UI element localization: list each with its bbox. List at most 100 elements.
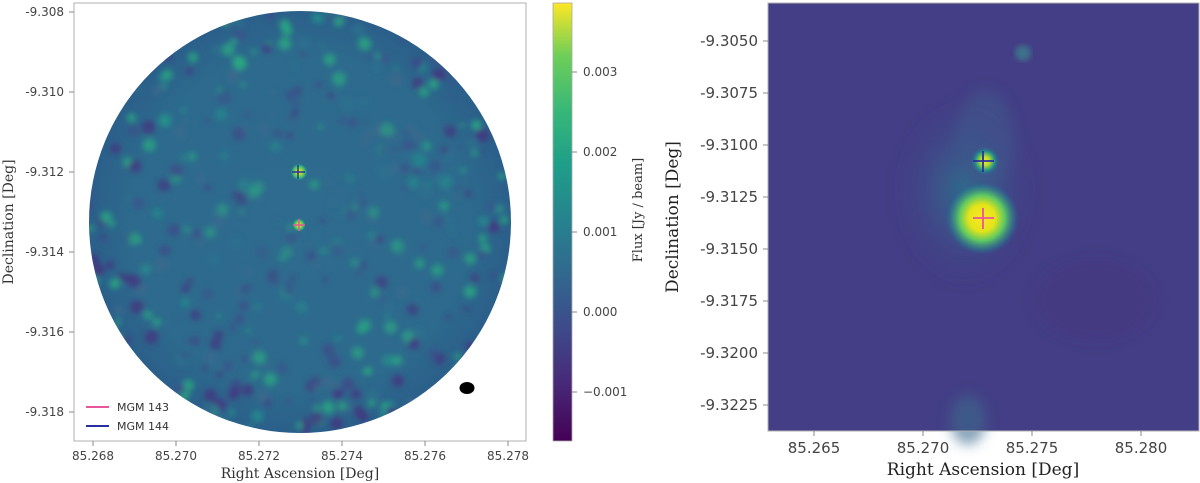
noise-speck: [281, 246, 293, 259]
noise-speck: [378, 296, 386, 303]
noise-speck: [174, 383, 187, 396]
noise-speck: [289, 61, 298, 70]
noise-speck: [285, 91, 294, 100]
left-ytick-label: -9.318: [25, 405, 64, 419]
noise-speck: [254, 245, 269, 260]
noise-speck: [265, 363, 271, 369]
noise-speck: [144, 330, 159, 345]
left-ytick-label: -9.312: [25, 165, 64, 179]
noise-speck: [254, 370, 260, 377]
noise-speck: [141, 260, 146, 265]
noise-speck: [115, 318, 122, 325]
noise-speck: [240, 286, 248, 293]
noise-speck: [496, 206, 502, 212]
left-ytick-label: -9.308: [25, 5, 64, 19]
right-ytick-label: -9.3100: [700, 136, 758, 154]
right-ytick-label: -9.3075: [700, 84, 758, 102]
noise-speck: [439, 201, 449, 211]
right-ytick-label: -9.3125: [700, 188, 758, 206]
noise-speck: [479, 149, 485, 154]
noise-speck: [355, 270, 363, 278]
noise-speck: [367, 388, 381, 402]
noise-speck: [500, 215, 509, 224]
noise-speck: [124, 194, 132, 202]
noise-speck: [284, 279, 294, 289]
noise-speck: [234, 266, 239, 272]
noise-speck: [127, 124, 140, 137]
noise-speck: [285, 231, 298, 245]
noise-speck: [477, 249, 488, 260]
noise-speck: [362, 368, 370, 375]
noise-speck: [487, 220, 500, 233]
noise-speck: [217, 90, 231, 105]
noise-speck: [345, 174, 355, 183]
noise-speck: [380, 122, 394, 137]
noise-speck: [319, 217, 327, 224]
noise-speck: [291, 108, 299, 116]
noise-speck: [419, 87, 429, 97]
colorbar: 0.003 0.002 0.001 0.000 −0.001 Flux [Jy …: [552, 2, 646, 442]
noise-speck: [204, 226, 216, 238]
noise-speck: [229, 235, 243, 249]
noise-speck: [269, 89, 275, 95]
left-x-ticks: [92, 441, 509, 446]
noise-speck: [411, 57, 424, 70]
noise-speck: [102, 238, 109, 245]
noise-speck: [109, 278, 121, 289]
noise-speck: [143, 310, 153, 320]
noise-speck: [311, 382, 320, 391]
noise-speck: [238, 300, 249, 311]
noise-speck: [117, 273, 126, 282]
noise-speck: [209, 338, 222, 350]
noise-speck: [252, 339, 259, 345]
noise-speck: [460, 167, 466, 173]
left-xtick-label: 85.278: [487, 449, 529, 463]
noise-speck: [318, 42, 327, 51]
noise-speck: [347, 117, 358, 128]
noise-speck: [281, 25, 293, 36]
noise-speck: [205, 352, 217, 364]
noise-speck: [374, 53, 381, 59]
noise-speck: [245, 284, 252, 290]
colorbar-ticks: [572, 71, 577, 393]
noise-speck: [152, 317, 161, 327]
beam-ellipse: [459, 382, 475, 394]
noise-speck: [128, 159, 142, 173]
noise-speck: [384, 321, 397, 334]
noise-speck: [257, 196, 262, 201]
right-faint-source: [1015, 45, 1031, 61]
noise-speck: [448, 226, 458, 236]
noise-speck: [359, 261, 367, 270]
noise-speck: [350, 258, 359, 267]
noise-speck: [122, 165, 127, 171]
noise-speck: [413, 131, 424, 142]
noise-speck: [195, 174, 206, 184]
noise-speck: [275, 271, 286, 283]
noise-speck: [191, 228, 202, 240]
noise-speck: [356, 324, 367, 335]
noise-speck: [210, 45, 221, 55]
noise-speck: [421, 242, 427, 248]
noise-speck: [141, 120, 156, 134]
noise-speck: [234, 18, 244, 28]
left-xtick-label: 85.274: [321, 449, 363, 463]
noise-speck: [228, 409, 236, 417]
noise-speck: [174, 353, 188, 366]
noise-speck: [402, 184, 410, 192]
noise-speck: [190, 336, 200, 346]
noise-speck: [252, 350, 267, 365]
noise-speck: [428, 78, 440, 90]
noise-speck: [322, 343, 335, 357]
noise-speck: [250, 49, 257, 55]
noise-speck: [332, 242, 342, 252]
right-plot-frame: [767, 2, 1200, 432]
noise-speck: [243, 267, 254, 278]
noise-speck: [300, 51, 306, 57]
noise-speck: [310, 412, 323, 426]
noise-speck: [478, 216, 489, 227]
colorbar-gradient: [552, 2, 573, 442]
noise-speck: [127, 232, 140, 245]
noise-speck: [190, 309, 201, 321]
noise-speck: [323, 96, 331, 104]
